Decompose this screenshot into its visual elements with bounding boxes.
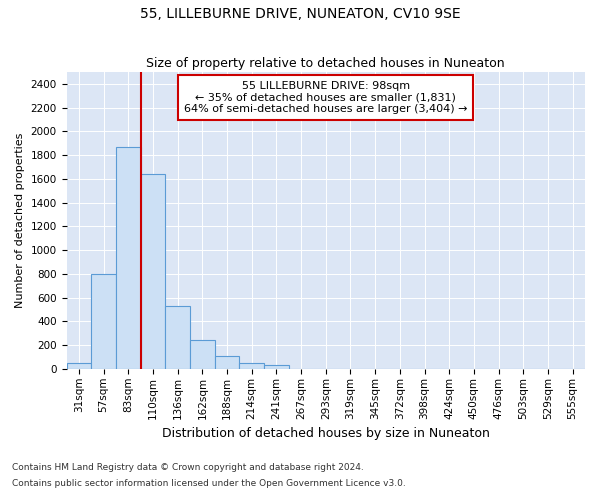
Bar [67,363,91,369]
Bar [116,147,140,369]
Bar [140,174,165,369]
Text: Contains public sector information licensed under the Open Government Licence v3: Contains public sector information licen… [12,478,406,488]
Bar [165,306,190,369]
Text: 55, LILLEBURNE DRIVE, NUNEATON, CV10 9SE: 55, LILLEBURNE DRIVE, NUNEATON, CV10 9SE [140,8,460,22]
Text: Contains HM Land Registry data © Crown copyright and database right 2024.: Contains HM Land Registry data © Crown c… [12,464,364,472]
X-axis label: Distribution of detached houses by size in Nuneaton: Distribution of detached houses by size … [162,427,490,440]
Bar [190,340,215,369]
Bar [264,366,289,369]
Y-axis label: Number of detached properties: Number of detached properties [15,133,25,308]
Text: 55 LILLEBURNE DRIVE: 98sqm
← 35% of detached houses are smaller (1,831)
64% of s: 55 LILLEBURNE DRIVE: 98sqm ← 35% of deta… [184,81,467,114]
Bar [239,363,264,369]
Bar [91,274,116,369]
Title: Size of property relative to detached houses in Nuneaton: Size of property relative to detached ho… [146,56,505,70]
Bar [215,356,239,369]
